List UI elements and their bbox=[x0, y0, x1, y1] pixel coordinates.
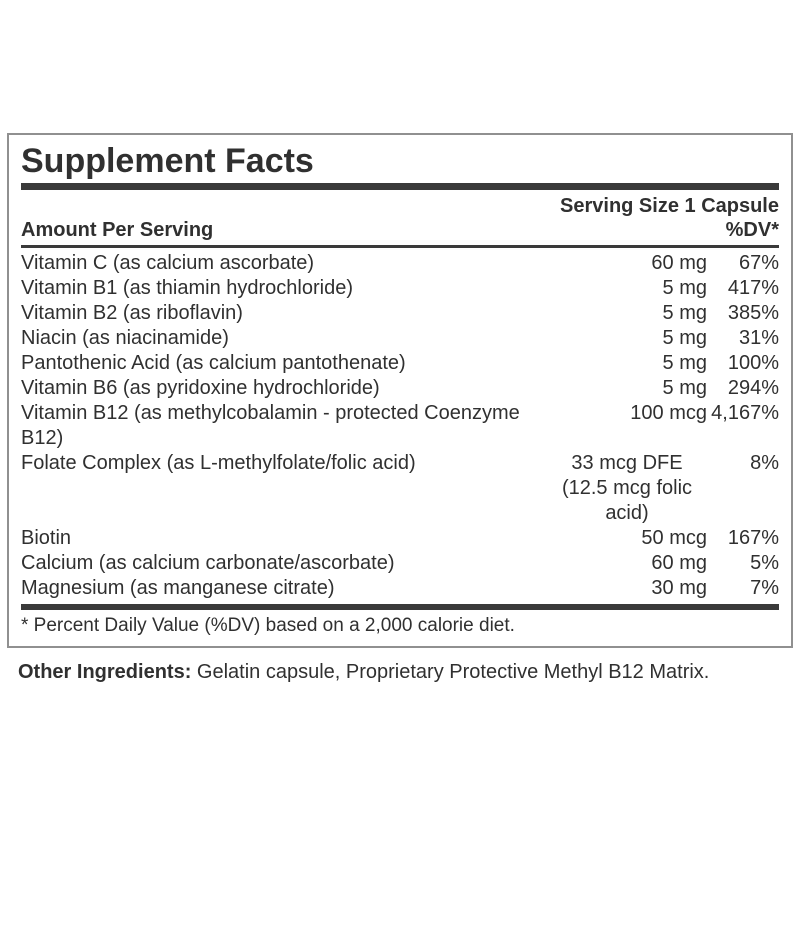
nutrient-name: Vitamin B1 (as thiamin hydrochloride) bbox=[21, 277, 354, 299]
panel-title: Supplement Facts bbox=[21, 142, 314, 180]
nutrient-name: Magnesium (as manganese citrate) bbox=[21, 577, 335, 599]
nutrient-name: Biotin bbox=[21, 527, 72, 549]
column-header-row: Amount Per Serving %DV* bbox=[21, 218, 779, 245]
nutrient-row: Folate Complex (as L-methylfolate/folic … bbox=[21, 451, 779, 526]
nutrient-amount: 30 mg bbox=[651, 577, 707, 599]
nutrient-name: Vitamin C (as calcium ascorbate) bbox=[21, 252, 315, 274]
nutrient-name: Niacin (as niacinamide) bbox=[21, 327, 229, 349]
other-ingredients-text: Gelatin capsule, Proprietary Protective … bbox=[191, 661, 710, 683]
nutrient-name: Folate Complex (as L-methylfolate/folic … bbox=[21, 452, 416, 474]
nutrient-row: Vitamin B6 (as pyridoxine hydrochloride)… bbox=[21, 376, 779, 401]
serving-size: Serving Size 1 Capsule bbox=[560, 195, 779, 217]
nutrient-row: Niacin (as niacinamide) 5 mg 31% bbox=[21, 326, 779, 351]
nutrient-dv: 8% bbox=[750, 452, 779, 474]
nutrient-dv: 7% bbox=[750, 577, 779, 599]
nutrient-name: Calcium (as calcium carbonate/ascorbate) bbox=[21, 552, 395, 574]
nutrient-amount: 60 mg bbox=[651, 252, 707, 274]
nutrient-rows: Vitamin C (as calcium ascorbate) 60 mg 6… bbox=[21, 251, 779, 601]
nutrient-amount: 50 mcg bbox=[641, 527, 707, 549]
nutrient-amount: 100 mcg bbox=[630, 402, 707, 424]
nutrient-amount: 5 mg bbox=[662, 377, 707, 399]
nutrient-dv: 5% bbox=[750, 552, 779, 574]
nutrient-amount: 5 mg bbox=[662, 302, 707, 324]
nutrient-row: Vitamin B12 (as methylcobalamin - protec… bbox=[21, 401, 779, 451]
other-ingredients-label: Other Ingredients: bbox=[18, 661, 192, 683]
amount-per-serving-header: Amount Per Serving bbox=[21, 219, 214, 241]
nutrient-amount: 33 mcg DFE (12.5 mcg folic acid) bbox=[561, 452, 693, 524]
title-rule bbox=[21, 183, 779, 190]
header-rule bbox=[21, 245, 779, 248]
nutrient-row: Calcium (as calcium carbonate/ascorbate)… bbox=[21, 551, 779, 576]
nutrient-row: Vitamin B2 (as riboflavin) 5 mg 385% bbox=[21, 301, 779, 326]
nutrient-name: Vitamin B2 (as riboflavin) bbox=[21, 302, 243, 324]
supplement-facts-panel: Supplement Facts Serving Size 1 Capsule … bbox=[7, 133, 793, 648]
nutrient-dv: 167% bbox=[727, 527, 779, 549]
nutrient-dv: 417% bbox=[727, 277, 779, 299]
nutrient-amount: 5 mg bbox=[662, 352, 707, 374]
nutrient-amount: 5 mg bbox=[662, 277, 707, 299]
nutrient-amount: 5 mg bbox=[662, 327, 707, 349]
nutrient-dv: 67% bbox=[738, 252, 779, 274]
other-ingredients: Other Ingredients: Gelatin capsule, Prop… bbox=[18, 660, 782, 685]
footnote-rule bbox=[21, 604, 779, 610]
nutrient-row: Vitamin C (as calcium ascorbate) 60 mg 6… bbox=[21, 251, 779, 276]
nutrient-row: Vitamin B1 (as thiamin hydrochloride) 5 … bbox=[21, 276, 779, 301]
nutrient-row: Magnesium (as manganese citrate) 30 mg 7… bbox=[21, 576, 779, 601]
nutrient-dv: 31% bbox=[738, 327, 779, 349]
nutrient-amount: 60 mg bbox=[651, 552, 707, 574]
nutrient-name: Vitamin B6 (as pyridoxine hydrochloride) bbox=[21, 377, 380, 399]
dv-footnote: * Percent Daily Value (%DV) based on a 2… bbox=[21, 615, 515, 636]
nutrient-dv: 4,167% bbox=[711, 402, 779, 424]
nutrient-dv: 385% bbox=[727, 302, 779, 324]
dv-header: %DV* bbox=[725, 219, 779, 241]
nutrient-row: Pantothenic Acid (as calcium pantothenat… bbox=[21, 351, 779, 376]
nutrient-row: Biotin 50 mcg 167% bbox=[21, 526, 779, 551]
nutrient-dv: 100% bbox=[727, 352, 779, 374]
nutrient-dv: 294% bbox=[727, 377, 779, 399]
nutrient-name: Vitamin B12 (as methylcobalamin - protec… bbox=[21, 402, 520, 449]
nutrient-name: Pantothenic Acid (as calcium pantothenat… bbox=[21, 352, 406, 374]
